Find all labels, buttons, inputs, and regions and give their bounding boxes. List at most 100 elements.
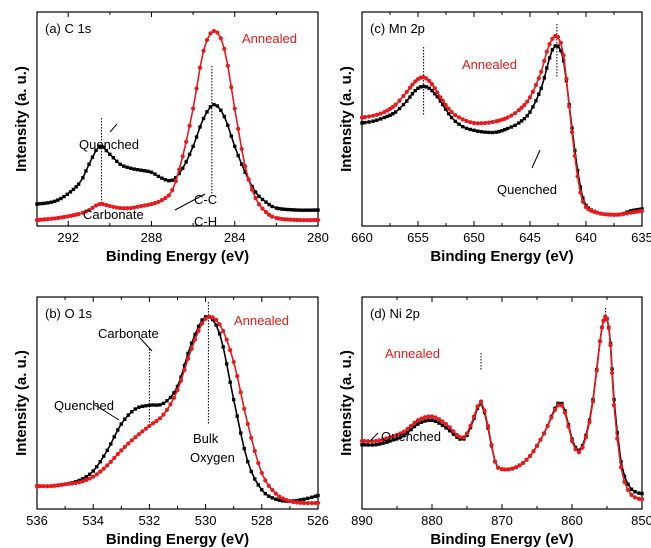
- data-point: [48, 483, 54, 489]
- data-point: [181, 166, 185, 170]
- data-point: [502, 467, 508, 472]
- data-point: [147, 403, 152, 407]
- data-point: [128, 166, 133, 170]
- annotation-label: Carbonate: [98, 326, 159, 341]
- data-point: [423, 419, 427, 423]
- data-point: [513, 123, 517, 128]
- data-point: [430, 418, 434, 422]
- data-point: [402, 433, 406, 438]
- data-point: [556, 44, 560, 48]
- data-point: [308, 208, 313, 212]
- data-point: [267, 494, 271, 498]
- data-point: [606, 325, 611, 331]
- data-point: [171, 395, 177, 400]
- panel-title: (c) Mn 2p: [370, 21, 425, 36]
- data-point: [566, 424, 571, 429]
- data-point: [97, 201, 102, 207]
- data-point: [52, 216, 57, 221]
- data-point: [186, 351, 190, 356]
- plot-frame: [36, 11, 319, 227]
- data-point: [150, 421, 156, 426]
- data-point: [441, 102, 445, 107]
- panel-ni2p: 890 880 870 860 850 Binding Energy (eV) Intens…: [338, 296, 651, 548]
- data-point: [104, 148, 109, 153]
- data-point: [555, 403, 561, 408]
- data-point: [128, 205, 133, 211]
- data-point: [528, 110, 532, 114]
- data-point: [384, 440, 389, 444]
- data-point: [371, 113, 376, 118]
- data-point: [446, 106, 451, 111]
- data-point: [305, 501, 310, 506]
- data-point: [492, 459, 498, 464]
- data-point: [545, 423, 550, 429]
- data-point: [294, 500, 300, 505]
- data-point: [196, 328, 201, 333]
- data-point: [455, 435, 459, 439]
- data-point: [360, 121, 364, 125]
- x-tick-label: 660: [351, 230, 373, 245]
- data-point: [194, 135, 199, 139]
- data-point: [211, 28, 217, 34]
- data-point: [601, 318, 606, 323]
- data-point: [73, 480, 78, 486]
- data-point: [305, 208, 309, 212]
- data-point: [115, 451, 120, 457]
- data-point: [263, 209, 269, 215]
- panel-c1s: 292 288 284 280 Binding Energy (eV) Intensity…: [13, 11, 329, 265]
- data-point: [270, 214, 275, 219]
- data-point: [215, 30, 220, 35]
- data-point: [132, 167, 136, 171]
- data-point: [446, 112, 451, 116]
- data-point: [191, 106, 196, 111]
- data-point: [637, 491, 641, 495]
- data-point: [315, 500, 321, 506]
- data-point: [424, 76, 429, 81]
- data-point: [489, 442, 494, 447]
- data-point: [58, 215, 63, 220]
- data-point: [180, 154, 185, 159]
- data-point: [440, 423, 445, 428]
- data-point: [362, 443, 367, 447]
- data-point: [388, 113, 392, 117]
- annotation-label: Bulk: [193, 431, 219, 446]
- data-point: [70, 481, 75, 486]
- data-point: [170, 178, 174, 182]
- data-point: [165, 399, 169, 403]
- data-point: [138, 203, 144, 209]
- data-point: [316, 208, 320, 212]
- data-point: [539, 86, 543, 90]
- y-axis-label: Intensity (a. u.): [338, 350, 355, 456]
- data-point: [494, 130, 499, 134]
- data-point: [453, 113, 458, 118]
- data-point: [519, 105, 524, 110]
- data-point: [100, 202, 106, 207]
- data-point: [497, 129, 501, 134]
- data-point: [178, 378, 184, 383]
- data-point: [111, 156, 116, 160]
- data-point: [639, 497, 645, 502]
- data-point: [45, 484, 50, 489]
- x-tick-label: 870: [491, 513, 513, 528]
- data-point: [384, 436, 389, 441]
- panel-mn2p: 660 655 650 645 640 635 Binding Energy (eV) Int…: [338, 11, 651, 265]
- data-point: [522, 102, 527, 108]
- data-point: [158, 403, 162, 407]
- data-point: [381, 441, 385, 445]
- x-tick-label: 288: [141, 230, 163, 245]
- data-point: [475, 121, 480, 126]
- data-point: [409, 427, 413, 432]
- data-point: [243, 164, 248, 169]
- data-point: [404, 89, 409, 94]
- annotation-leader: [139, 337, 153, 352]
- data-point: [249, 187, 255, 192]
- data-point: [305, 218, 310, 223]
- data-point: [172, 391, 176, 395]
- x-tick-label: 534: [82, 513, 104, 528]
- data-point: [567, 104, 572, 109]
- data-point: [187, 123, 192, 128]
- data-point: [233, 144, 237, 149]
- data-point: [530, 89, 536, 94]
- data-point: [277, 498, 282, 503]
